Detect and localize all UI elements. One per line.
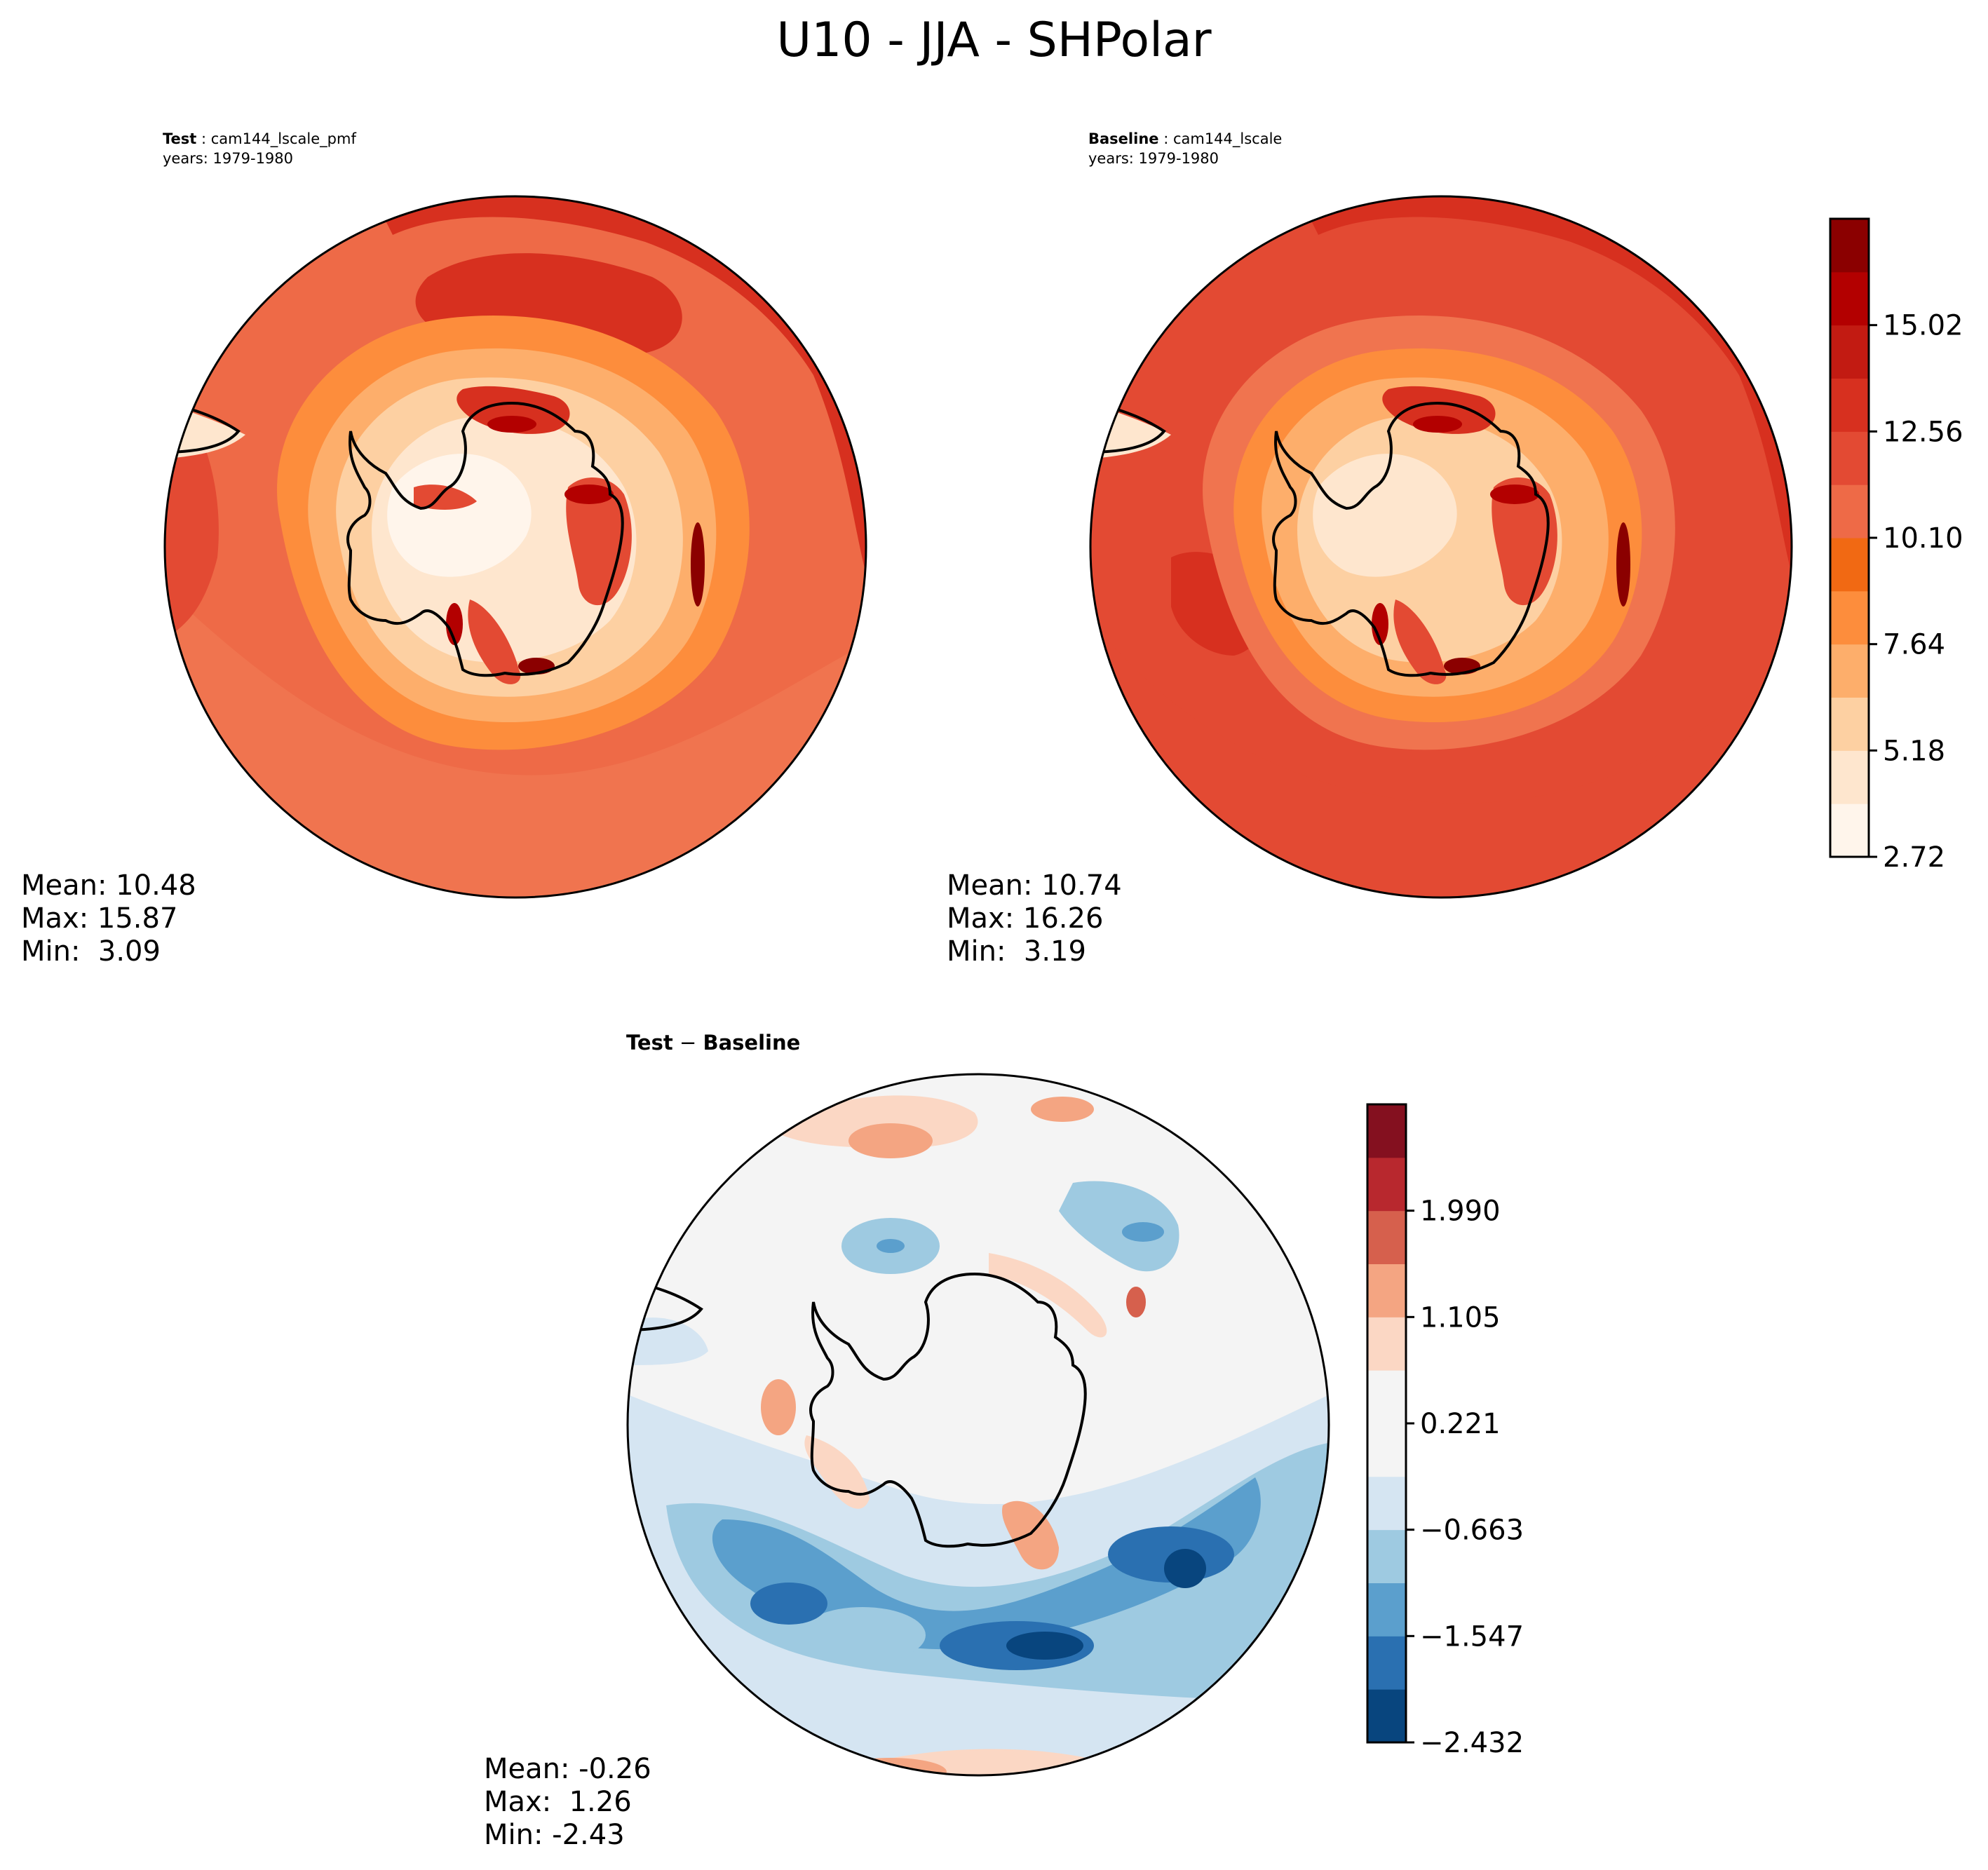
diff-colorbar-band <box>1367 1636 1406 1690</box>
diff-colorbar-band <box>1367 1317 1406 1371</box>
diff-colorbar-band <box>1367 1157 1406 1212</box>
diff-colorbar-band <box>1367 1210 1406 1264</box>
diff-colorbar-band <box>1367 1263 1406 1317</box>
test-panel-header: Test : cam144_lscale_pmf years: 1979-198… <box>163 130 356 167</box>
main-colorbar-band <box>1830 697 1869 751</box>
baseline-panel-header: Baseline : cam144_lscale years: 1979-198… <box>1088 130 1283 167</box>
diff-title-baseline: Baseline <box>703 1031 801 1055</box>
main-colorbar-band <box>1830 325 1869 379</box>
main-colorbar-tick-label: 7.64 <box>1883 629 1945 661</box>
test-label: Test <box>163 130 197 147</box>
main-colorbar-band <box>1830 538 1869 592</box>
main-colorbar-band <box>1830 804 1869 858</box>
main-colorbar-tick-label: 5.18 <box>1883 735 1945 767</box>
baseline-stats: Mean: 10.74 Max: 16.26 Min: 3.19 <box>947 869 1122 968</box>
main-colorbar-band <box>1830 431 1869 485</box>
test-max: Max: 15.87 <box>21 902 178 935</box>
baseline-max: Max: 16.26 <box>947 902 1104 935</box>
diff-colorbar-tick-label: 0.221 <box>1420 1408 1501 1440</box>
diff-colorbar-band <box>1367 1583 1406 1637</box>
test-years: years: 1979-1980 <box>163 150 294 167</box>
main-colorbar-band <box>1830 271 1869 326</box>
main-colorbar-band <box>1830 644 1869 698</box>
diff-colorbar-band <box>1367 1476 1406 1531</box>
diff-panel-title: Test − Baseline <box>626 1031 800 1055</box>
diff-max: Max: 1.26 <box>484 1786 632 1818</box>
diff-title-test: Test <box>626 1031 673 1055</box>
diff-colorbar-band <box>1367 1423 1406 1477</box>
diff-colorbar-band <box>1367 1370 1406 1424</box>
baseline-label: Baseline <box>1088 130 1159 147</box>
baseline-map <box>1089 195 1793 899</box>
diff-colorbar-tick-label: −1.547 <box>1420 1620 1524 1653</box>
test-min: Min: 3.09 <box>21 935 161 968</box>
test-stats: Mean: 10.48 Max: 15.87 Min: 3.09 <box>21 869 196 968</box>
test-case-name: cam144_lscale_pmf <box>210 130 356 147</box>
diff-stats: Mean: -0.26 Max: 1.26 Min: -2.43 <box>484 1753 651 1852</box>
main-colorbar-tick-label: 2.72 <box>1883 841 1945 874</box>
baseline-case-name: cam144_lscale <box>1172 130 1283 147</box>
main-colorbar-band <box>1830 590 1869 645</box>
baseline-years: years: 1979-1980 <box>1088 150 1219 167</box>
diff-title-minus: − <box>672 1031 703 1055</box>
baseline-min: Min: 3.19 <box>947 935 1086 968</box>
diff-colorbar-tick-label: −2.432 <box>1420 1727 1524 1759</box>
main-colorbar-band <box>1830 219 1869 273</box>
main-colorbar-tick-label: 15.02 <box>1883 310 1963 342</box>
figure-title: U10 - JJA - SHPolar <box>776 13 1212 68</box>
diff-colorbar-band <box>1367 1529 1406 1583</box>
diff-colorbar-tick-label: −0.663 <box>1420 1515 1524 1547</box>
main-colorbar: 2.72 5.18 7.64 10.10 12.56 15.02 <box>1829 217 1963 874</box>
diff-colorbar-band <box>1367 1104 1406 1158</box>
main-colorbar-band <box>1830 378 1869 432</box>
test-mean: Mean: 10.48 <box>21 869 196 902</box>
diff-colorbar: −2.432 −1.547 −0.663 0.221 1.105 1.990 <box>1366 1103 1524 1759</box>
diff-colorbar-tick-label: 1.990 <box>1420 1195 1501 1228</box>
diff-map <box>626 1073 1330 1777</box>
diff-colorbar-tick-label: 1.105 <box>1420 1301 1501 1334</box>
main-colorbar-tick-label: 12.56 <box>1883 416 1963 448</box>
diff-colorbar-band <box>1367 1689 1406 1743</box>
main-colorbar-tick-label: 10.10 <box>1883 522 1963 555</box>
main-colorbar-band <box>1830 485 1869 538</box>
diff-min: Min: -2.43 <box>484 1819 625 1851</box>
test-map <box>163 195 867 899</box>
baseline-mean: Mean: 10.74 <box>947 869 1122 902</box>
diff-mean: Mean: -0.26 <box>484 1753 651 1785</box>
main-colorbar-band <box>1830 750 1869 804</box>
